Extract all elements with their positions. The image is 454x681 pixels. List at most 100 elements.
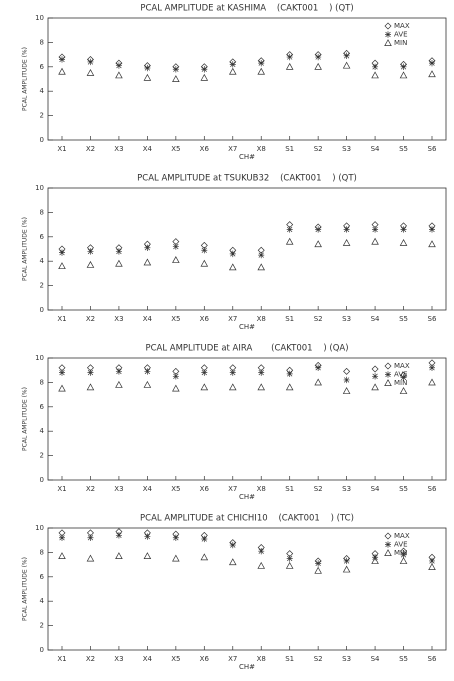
x-tick-label: X8	[257, 485, 266, 493]
marker-asterisk	[429, 59, 435, 67]
x-tick-label: S5	[399, 485, 408, 493]
x-tick-label: S2	[314, 655, 323, 663]
x-tick-label: S6	[428, 485, 437, 493]
panel: PCAL AMPLITUDE at KASHIMA (CAKT001 ) (QT…	[22, 4, 447, 161]
marker-asterisk	[286, 53, 293, 61]
x-tick-label: X6	[200, 485, 210, 493]
plot-frame	[47, 17, 447, 141]
marker-triangle	[228, 67, 237, 75]
plot-frame	[47, 357, 447, 481]
x-tick-label: X2	[86, 315, 95, 323]
marker-asterisk	[144, 368, 151, 375]
marker-triangle	[314, 378, 322, 386]
marker-diamond	[343, 367, 351, 375]
chart-title: PCAL AMPLITUDE at AIRA (CAKT001 ) (QA)	[145, 344, 348, 354]
marker-triangle	[58, 384, 66, 392]
marker-triangle	[371, 383, 379, 391]
marker-triangle	[399, 387, 408, 394]
x-tick-label: S4	[371, 315, 380, 323]
marker-triangle	[342, 565, 351, 573]
marker-asterisk	[429, 226, 435, 233]
marker-triangle	[58, 262, 66, 270]
marker-triangle	[200, 259, 209, 267]
marker-asterisk	[258, 547, 265, 555]
x-tick-label: X7	[228, 485, 237, 493]
marker-triangle	[143, 258, 152, 266]
marker-asterisk	[115, 248, 122, 255]
x-tick-label: X1	[57, 315, 66, 323]
x-tick-label: S6	[428, 655, 437, 663]
marker-triangle	[257, 383, 266, 391]
marker-asterisk	[286, 555, 293, 562]
marker-asterisk	[229, 250, 236, 258]
y-tick-label: 4	[40, 427, 45, 435]
y-tick-label: 0	[40, 136, 44, 144]
x-tick-label: S2	[314, 145, 323, 153]
y-tick-label: 0	[40, 646, 44, 654]
y-tick-label: 10	[35, 354, 44, 362]
marker-triangle	[371, 71, 379, 79]
legend-label: MAX	[394, 532, 410, 540]
marker-asterisk	[59, 249, 65, 256]
x-tick-label: X1	[57, 145, 66, 153]
legend-marker	[384, 532, 392, 540]
plot-frame	[47, 187, 447, 311]
chart-title: PCAL AMPLITUDE at CHICHI10 (CAKT001 ) (T…	[140, 514, 354, 524]
x-tick-label: X7	[228, 145, 237, 153]
y-axis-label: PCAL AMPLITUDE (%)	[22, 217, 29, 281]
legend-marker	[384, 549, 392, 556]
panel: PCAL AMPLITUDE at AIRA (CAKT001 ) (QA) 0 2…	[22, 344, 447, 501]
marker-asterisk	[172, 66, 179, 73]
x-tick-label: S5	[399, 145, 408, 153]
y-tick-label: 2	[40, 112, 44, 120]
x-tick-label: X7	[228, 315, 237, 323]
marker-asterisk	[201, 535, 208, 543]
panel: PCAL AMPLITUDE at TSUKUB32 (CAKT001 ) (Q…	[22, 174, 447, 331]
x-tick-label: X8	[257, 145, 266, 153]
marker-asterisk	[229, 369, 236, 376]
x-tick-label: X5	[171, 315, 180, 323]
marker-triangle	[228, 558, 237, 566]
legend-label: AVE	[394, 541, 408, 549]
marker-triangle	[314, 62, 322, 70]
marker-asterisk	[429, 557, 435, 565]
marker-triangle	[314, 240, 322, 248]
y-tick-label: 8	[40, 378, 44, 386]
marker-triangle	[285, 561, 294, 569]
marker-triangle	[172, 256, 180, 263]
marker-asterisk	[87, 534, 94, 541]
marker-asterisk	[400, 226, 407, 233]
marker-triangle	[399, 71, 408, 79]
marker-asterisk	[144, 533, 151, 540]
y-tick-label: 4	[40, 597, 45, 605]
marker-asterisk	[59, 534, 65, 541]
marker-triangle	[86, 260, 95, 268]
marker-asterisk	[87, 58, 94, 66]
marker-triangle	[115, 259, 123, 267]
x-tick-label: S4	[371, 145, 380, 153]
y-tick-label: 4	[40, 257, 45, 265]
marker-triangle	[200, 383, 209, 391]
y-tick-label: 2	[40, 452, 44, 460]
marker-triangle	[285, 383, 294, 391]
marker-triangle	[228, 383, 237, 391]
marker-triangle	[399, 238, 408, 246]
legend-label: MAX	[394, 22, 410, 30]
x-tick-label: X5	[171, 145, 180, 153]
legend-label: AVE	[394, 371, 408, 379]
x-tick-label: X6	[200, 655, 210, 663]
marker-asterisk	[115, 62, 122, 69]
marker-triangle	[428, 378, 436, 386]
marker-triangle	[257, 263, 266, 271]
legend-label: AVE	[394, 31, 408, 39]
x-tick-label: X4	[143, 315, 153, 323]
marker-triangle	[342, 387, 351, 394]
y-tick-label: 6	[40, 233, 45, 241]
marker-triangle	[285, 62, 294, 70]
x-tick-label: S3	[342, 485, 351, 493]
marker-asterisk	[372, 63, 379, 70]
x-tick-label: S4	[371, 655, 380, 663]
marker-asterisk	[115, 368, 122, 375]
x-tick-label: S6	[428, 145, 437, 153]
